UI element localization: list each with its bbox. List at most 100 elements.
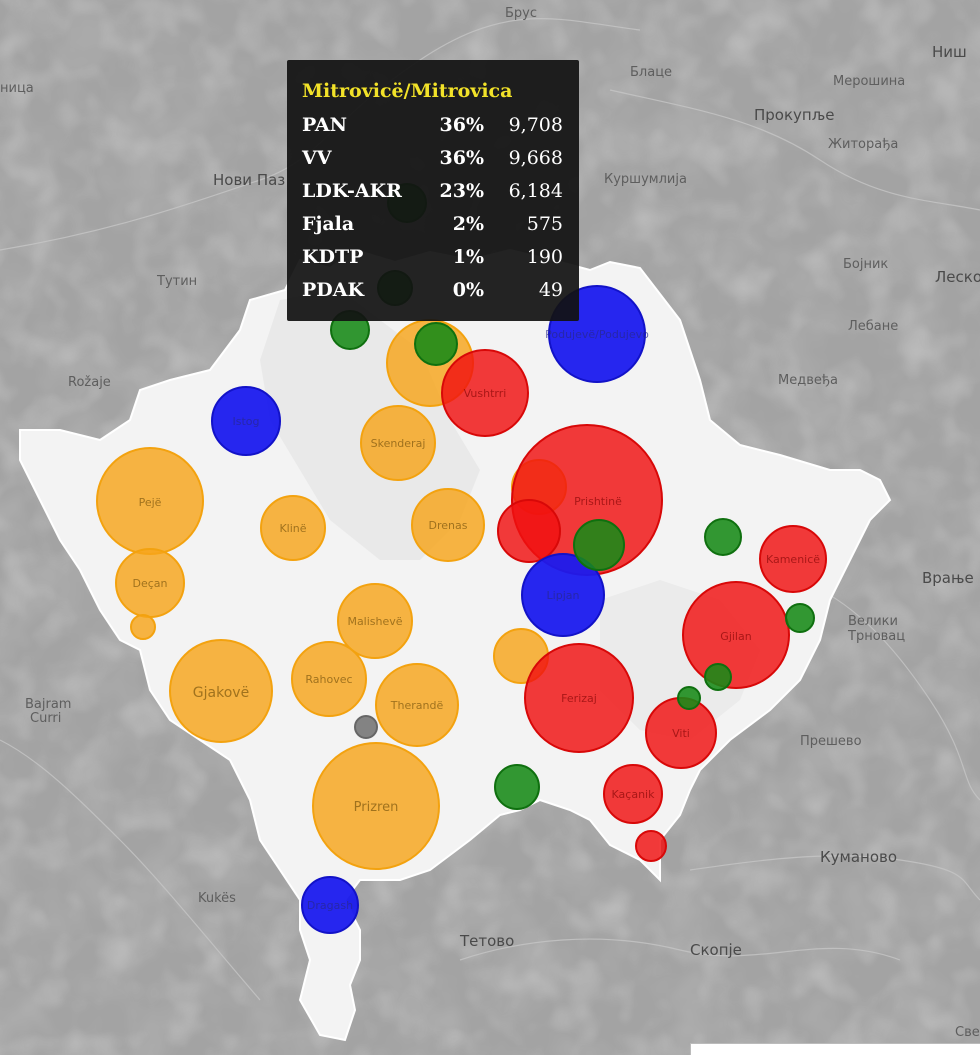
- label-lebane: Лебане: [848, 319, 898, 334]
- bubble-label-gjakove: Gjakovë: [193, 685, 249, 701]
- label-merosina: Мерошина: [833, 74, 905, 89]
- bubble-klokot[interactable]: [704, 663, 732, 691]
- bubble-labels: Podujevë/Podujevo Vushtrri Istog Skender…: [133, 328, 821, 912]
- bubble-label-dragash: Dragash: [307, 899, 353, 912]
- label-trnovac: Трновац: [847, 629, 905, 644]
- label-kukes: Kukës: [198, 891, 236, 906]
- label-kumanovo: Куманово: [820, 848, 897, 866]
- label-zitorada: Житорађа: [828, 137, 898, 152]
- place-labels: Брус Блаце Мерошина Ниш Прокупље Житорађ…: [0, 6, 980, 1040]
- bubble-skenderaj[interactable]: [360, 405, 436, 481]
- bubble-mitrovice-north[interactable]: [414, 322, 458, 366]
- table-row: Fjala 2% 575: [302, 207, 563, 240]
- label-leskovac: Леско: [935, 268, 980, 286]
- bubble-partesh[interactable]: [677, 686, 701, 710]
- bubble-strpce[interactable]: [494, 764, 540, 810]
- bubble-vushtrri[interactable]: [441, 349, 529, 437]
- label-prokuplje: Прокупље: [754, 106, 835, 124]
- bubble-istog[interactable]: [211, 386, 281, 456]
- results-tooltip: Mitrovicë/Mitrovica PAN 36% 9,708 VV 36%…: [287, 60, 579, 321]
- bubble-label-rahovec: Rahovec: [305, 673, 352, 686]
- bubble-label-podujeve: Podujevë/Podujevo: [545, 328, 649, 341]
- party-votes: 6,184: [508, 179, 563, 202]
- party-percent: 2%: [452, 212, 484, 235]
- party-percent: 36%: [439, 113, 485, 136]
- label-tetovo: Тетово: [459, 932, 514, 950]
- label-vranje: Врање: [922, 569, 974, 587]
- bubble-label-decan: Deçan: [133, 577, 168, 590]
- party-name: PAN: [302, 113, 348, 136]
- label-medveda: Медвеђа: [778, 373, 838, 388]
- bubble-kacanik[interactable]: [603, 764, 663, 824]
- bubble-label-kamenice: Kamenicë: [766, 553, 820, 566]
- label-bojnik: Бојник: [843, 257, 888, 272]
- label-presevo: Прешево: [800, 734, 862, 749]
- bubble-label-skenderaj: Skenderaj: [371, 437, 426, 450]
- party-name: Fjala: [302, 212, 355, 235]
- results-table: PAN 36% 9,708 VV 36% 9,668 LDK-AKR 23% 6…: [302, 108, 563, 306]
- label-svet: Свет: [955, 1025, 980, 1040]
- bubble-prizren[interactable]: [312, 742, 440, 870]
- label-blace: Блаце: [630, 65, 672, 80]
- bubble-gjakove[interactable]: [169, 639, 273, 743]
- bubble-kline[interactable]: [260, 495, 326, 561]
- table-row: VV 36% 9,668: [302, 141, 563, 174]
- bubble-ferizaj[interactable]: [524, 643, 634, 753]
- table-row: PDAK 0% 49: [302, 273, 563, 306]
- bubble-hani-elezit[interactable]: [635, 830, 667, 862]
- bubble-fushe-kosove[interactable]: [497, 499, 561, 563]
- party-name: VV: [302, 146, 332, 169]
- table-row: LDK-AKR 23% 6,184: [302, 174, 563, 207]
- bubble-label-lipjan: Lipjan: [547, 589, 580, 602]
- bubble-label-malisheve: Malishevë: [347, 615, 402, 628]
- label-nis: Ниш: [932, 43, 967, 61]
- bubble-malisheve[interactable]: [337, 583, 413, 659]
- bubble-ranilug[interactable]: [785, 603, 815, 633]
- bubble-label-suhareke: Therandë: [390, 699, 444, 712]
- label-novi-pazar: Нови Паз: [213, 171, 285, 189]
- bubble-label-istog: Istog: [232, 415, 259, 428]
- bubble-label-kacanik: Kaçanik: [612, 788, 656, 801]
- label-brus: Брус: [505, 6, 537, 21]
- party-name: LDK-AKR: [302, 179, 402, 202]
- bubble-suhareke[interactable]: [375, 663, 459, 747]
- bubble-label-peje: Pejë: [139, 496, 162, 509]
- party-votes: 9,708: [508, 113, 563, 136]
- party-percent: 36%: [439, 146, 485, 169]
- party-name: KDTP: [302, 245, 364, 268]
- bubble-gjilan[interactable]: [682, 581, 790, 689]
- bubble-label-prishtine: Prishtinë: [574, 495, 622, 508]
- label-nica: ница: [0, 81, 34, 96]
- tooltip-title: Mitrovicë/Mitrovica: [302, 80, 513, 102]
- label-kursumlija: Куршумлија: [604, 172, 687, 187]
- map-attribution-box: [690, 1043, 980, 1055]
- bubble-junik[interactable]: [130, 614, 156, 640]
- bubble-novo-brdo[interactable]: [704, 518, 742, 556]
- bubble-label-prizren: Prizren: [354, 800, 399, 815]
- bubble-rahovec[interactable]: [291, 641, 367, 717]
- label-curri: Curri: [30, 711, 61, 726]
- party-name: PDAK: [302, 278, 365, 301]
- bubble-label-ferizaj: Ferizaj: [561, 692, 597, 705]
- party-percent: 1%: [452, 245, 484, 268]
- bubble-drenas[interactable]: [411, 488, 485, 562]
- bubble-label-vushtrri: Vushtrri: [464, 387, 507, 400]
- label-skopje: Скопје: [690, 941, 742, 959]
- label-tutin: Тутин: [156, 274, 197, 289]
- bubble-dragash[interactable]: [301, 876, 359, 934]
- party-percent: 0%: [452, 278, 484, 301]
- bubble-mamushe[interactable]: [354, 715, 378, 739]
- table-row: KDTP 1% 190: [302, 240, 563, 273]
- bubble-label-kline: Klinë: [279, 522, 306, 535]
- table-row: PAN 36% 9,708: [302, 108, 563, 141]
- party-percent: 23%: [439, 179, 485, 202]
- bubble-label-viti: Viti: [672, 727, 690, 740]
- bubble-label-gjilan: Gjilan: [720, 630, 751, 643]
- bubble-gracanica[interactable]: [573, 519, 625, 571]
- roads: [0, 18, 980, 1001]
- bubble-label-drenas: Drenas: [429, 519, 468, 532]
- bubble-lipjan[interactable]: [521, 553, 605, 637]
- bubble-kamenice[interactable]: [759, 525, 827, 593]
- party-votes: 190: [526, 245, 563, 268]
- label-veliki: Велики: [848, 614, 898, 629]
